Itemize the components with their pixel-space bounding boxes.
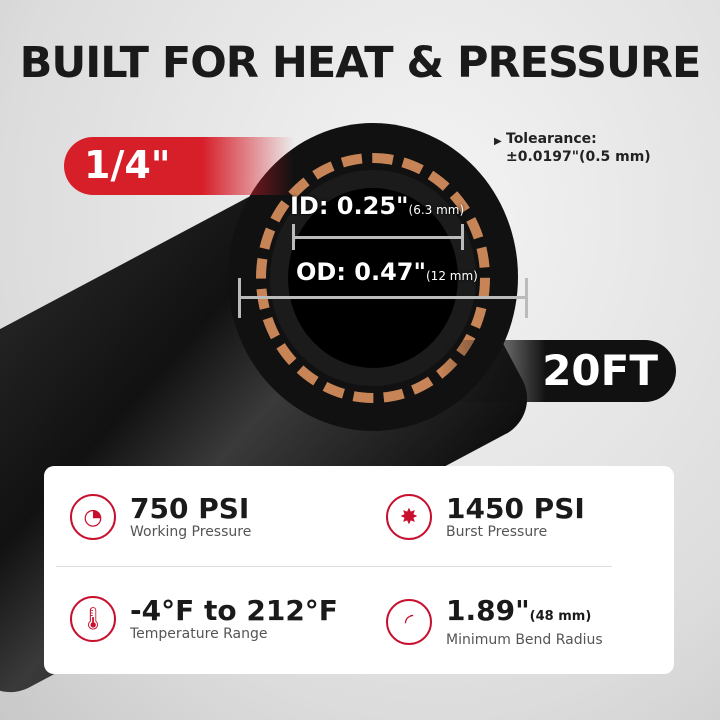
tolerance-label: Tolearance: <box>506 131 597 147</box>
bend-radius-icon: ◜ <box>386 599 432 645</box>
copper-braid <box>256 153 490 403</box>
spec-label: Minimum Bend Radius <box>446 632 603 648</box>
page-title: BUILT FOR HEAT & PRESSURE <box>19 38 702 88</box>
pressure-gauge-icon: ◔ <box>70 494 116 540</box>
od-tick <box>238 278 241 318</box>
od-label: OD: 0.47" <box>296 258 426 286</box>
spec-value: -4°F to 212°F <box>130 594 338 627</box>
id-label: ID: 0.25" <box>290 192 409 220</box>
spec-label: Working Pressure <box>130 524 252 540</box>
spec-temperature: 🌡 -4°F to 212°F Temperature Range <box>70 596 338 642</box>
specs-card: ◔ 750 PSI Working Pressure ✸ 1450 PSI Burst … <box>44 466 674 674</box>
arrow-icon: ▶ <box>494 136 502 147</box>
thermometer-icon: 🌡 <box>70 596 116 642</box>
burst-icon: ✸ <box>386 494 432 540</box>
id-metric: (6.3 mm) <box>408 203 465 217</box>
size-tag: 1/4" <box>64 137 294 195</box>
length-tag: 20FT <box>440 340 676 402</box>
id-tick <box>292 224 295 250</box>
divider <box>56 566 612 567</box>
od-metric: (12 mm) <box>426 269 478 283</box>
hose-bore <box>288 188 458 368</box>
spec-metric: (48 mm) <box>529 609 592 624</box>
spec-burst-pressure: ✸ 1450 PSI Burst Pressure <box>386 494 585 540</box>
od-dimension: OD: 0.47"(12 mm) <box>296 258 478 286</box>
tolerance-value: ±0.0197"(0.5 mm) <box>506 149 651 165</box>
tolerance: ▶ Tolearance: ±0.0197"(0.5 mm) <box>494 130 651 166</box>
id-dimension: ID: 0.25"(6.3 mm) <box>290 192 464 220</box>
spec-working-pressure: ◔ 750 PSI Working Pressure <box>70 494 251 540</box>
spec-bend-radius: ◜ 1.89"(48 mm) Minimum Bend Radius <box>386 596 603 648</box>
spec-label: Burst Pressure <box>446 524 548 540</box>
spec-label: Temperature Range <box>130 626 268 642</box>
id-tick <box>461 224 464 250</box>
id-line <box>293 236 463 239</box>
spec-value: 1.89" <box>446 594 530 627</box>
spec-value: 1450 PSI <box>446 492 585 525</box>
od-tick <box>525 278 528 318</box>
od-line <box>240 296 528 299</box>
hose-cross-section <box>228 123 518 431</box>
spec-value: 750 PSI <box>130 492 250 525</box>
